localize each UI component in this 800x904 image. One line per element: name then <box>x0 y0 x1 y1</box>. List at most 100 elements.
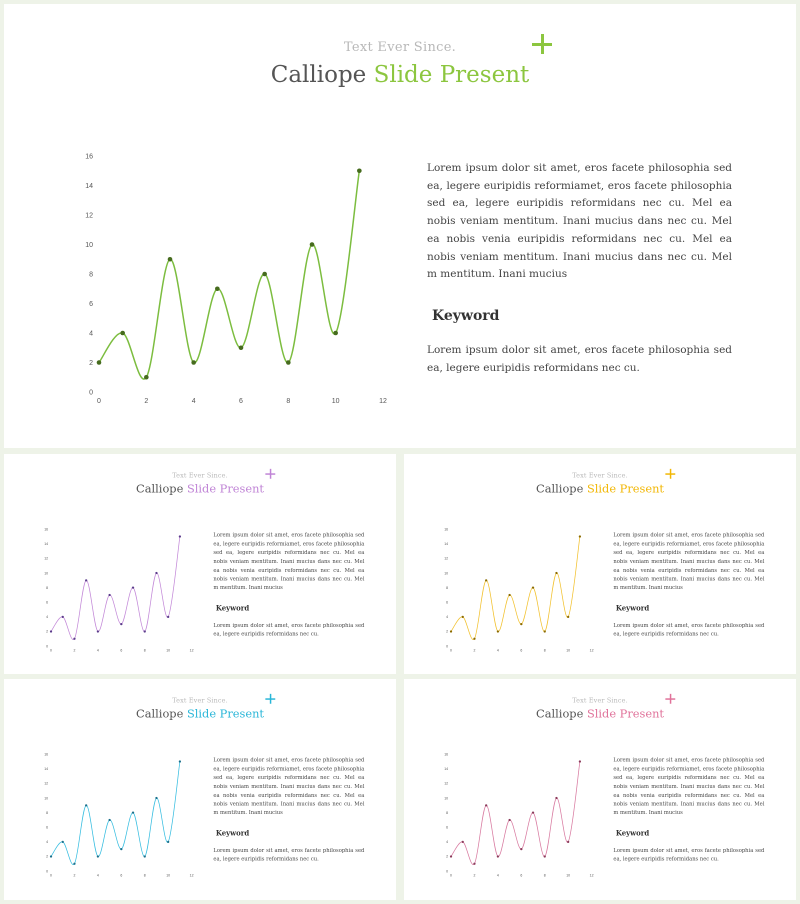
data-point <box>85 579 88 582</box>
plus-icon <box>265 468 276 479</box>
data-point <box>531 811 535 814</box>
keyword-paragraph: Lorem ipsum dolor sit amet, eros facete … <box>427 344 732 374</box>
data-point <box>96 630 100 633</box>
data-point <box>96 360 102 365</box>
data-point <box>167 615 170 618</box>
y-tick-label: 8 <box>446 811 448 815</box>
x-tick-label: 4 <box>497 874 499 878</box>
data-point <box>333 330 338 336</box>
line-chart: 0 2 4 6 8 10 12 14 16 0 2 4 6 8 10 12 <box>444 752 593 878</box>
x-tick-label: 0 <box>450 874 452 878</box>
y-tick-label: 2 <box>446 630 448 634</box>
x-tick-label: 6 <box>120 649 122 653</box>
y-tick-label: 16 <box>44 752 48 756</box>
line-chart: 0 2 4 6 8 10 12 14 16 0 2 4 6 8 10 12 <box>444 527 593 653</box>
x-tick-label: 2 <box>144 398 148 405</box>
data-point <box>85 804 88 807</box>
y-tick-label: 12 <box>85 213 93 220</box>
slide-subtitle: Text Ever Since. <box>172 471 228 480</box>
slide-content: Text Ever Since. Calliope Slide Present … <box>404 454 796 674</box>
y-tick-label: 10 <box>44 796 48 800</box>
x-tick-label: 2 <box>473 874 475 878</box>
title-accent: Slide Present <box>186 482 265 496</box>
body-paragraph: Lorem ipsum dolor sit amet, eros facete … <box>613 757 765 816</box>
series-line <box>450 761 581 865</box>
title-main: Calliope <box>136 482 187 496</box>
x-tick-label: 8 <box>144 874 146 878</box>
data-point <box>49 630 53 633</box>
data-point <box>520 848 523 851</box>
y-tick-label: 6 <box>446 825 448 829</box>
line-chart: 0 2 4 6 8 10 12 14 16 0 2 4 6 8 10 12 <box>44 752 193 878</box>
keyword-heading: Keyword <box>215 829 250 838</box>
keyword-paragraph: Lorem ipsum dolor sit amet, eros facete … <box>213 622 365 638</box>
title-accent: Slide Present <box>586 482 665 496</box>
y-tick-label: 12 <box>44 557 48 561</box>
data-point <box>120 623 123 626</box>
x-tick-label: 6 <box>520 649 522 653</box>
slide-title: Calliope Slide Present <box>404 483 796 496</box>
y-tick-label: 8 <box>46 811 48 815</box>
data-point <box>473 862 476 865</box>
y-tick-label: 16 <box>44 527 48 531</box>
y-tick-label: 14 <box>444 767 448 771</box>
x-tick-label: 4 <box>192 398 196 405</box>
y-tick-label: 8 <box>46 586 48 590</box>
body-paragraph: Lorem ipsum dolor sit amet, eros facete … <box>213 757 365 816</box>
plus-icon <box>265 693 276 704</box>
y-tick-label: 10 <box>444 571 448 575</box>
y-tick-label: 4 <box>46 615 48 619</box>
data-point <box>309 242 315 247</box>
x-tick-label: 6 <box>120 874 122 878</box>
line-chart: 0 2 4 6 8 10 12 14 16 0 2 4 6 8 10 12 <box>44 527 194 653</box>
slide-content: Text Ever Since. Calliope Slide Present … <box>4 454 396 674</box>
slide-subtitle: Text Ever Since. <box>572 471 628 480</box>
data-point <box>73 862 76 865</box>
y-tick-label: 0 <box>446 644 448 648</box>
keyword-heading: Keyword <box>215 604 250 613</box>
title-main: Calliope <box>136 707 187 721</box>
slide-yellow: Text Ever Since. Calliope Slide Present … <box>404 454 796 674</box>
y-tick-label: 0 <box>446 869 448 873</box>
body-paragraph: Lorem ipsum dolor sit amet, eros facete … <box>213 532 365 591</box>
y-tick-label: 4 <box>46 840 48 844</box>
slide-subtitle: Text Ever Since. <box>343 40 457 55</box>
y-tick-label: 10 <box>444 796 448 800</box>
y-tick-label: 14 <box>444 542 448 546</box>
title-accent: Slide Present <box>373 62 530 88</box>
slide-subtitle: Text Ever Since. <box>572 696 628 705</box>
data-point <box>531 586 535 589</box>
y-tick-label: 6 <box>446 600 448 604</box>
data-point <box>120 330 125 336</box>
plus-icon <box>532 34 552 54</box>
data-point <box>567 615 570 618</box>
y-tick-label: 14 <box>44 542 48 546</box>
y-tick-label: 16 <box>85 154 93 161</box>
x-tick-label: 8 <box>144 649 146 653</box>
x-tick-label: 0 <box>97 398 101 405</box>
slide-title: Calliope Slide Present <box>4 483 396 496</box>
x-tick-label: 6 <box>239 398 243 405</box>
y-tick-label: 6 <box>46 825 48 829</box>
title-main: Calliope <box>270 62 374 88</box>
y-tick-label: 16 <box>444 527 448 531</box>
data-point <box>167 256 173 262</box>
series-line <box>50 761 181 865</box>
slide-main: Text Ever Since. Calliope Slide Present … <box>4 4 796 448</box>
y-tick-label: 4 <box>89 331 93 338</box>
data-point <box>473 637 476 640</box>
x-tick-label: 2 <box>73 874 75 878</box>
y-tick-label: 4 <box>446 840 448 844</box>
data-point <box>508 818 511 822</box>
keyword-heading: Keyword <box>615 829 650 838</box>
data-point <box>73 637 76 640</box>
y-tick-label: 14 <box>85 183 93 190</box>
x-tick-label: 10 <box>566 649 570 653</box>
x-tick-label: 10 <box>166 649 170 653</box>
keyword-heading: Keyword <box>615 604 650 613</box>
series-line <box>450 536 581 640</box>
series-line <box>50 536 181 640</box>
body-paragraph: Lorem ipsum dolor sit amet, eros facete … <box>427 162 732 281</box>
slide-content: Text Ever Since. Calliope Slide Present … <box>404 679 796 899</box>
x-tick-label: 12 <box>190 649 194 653</box>
